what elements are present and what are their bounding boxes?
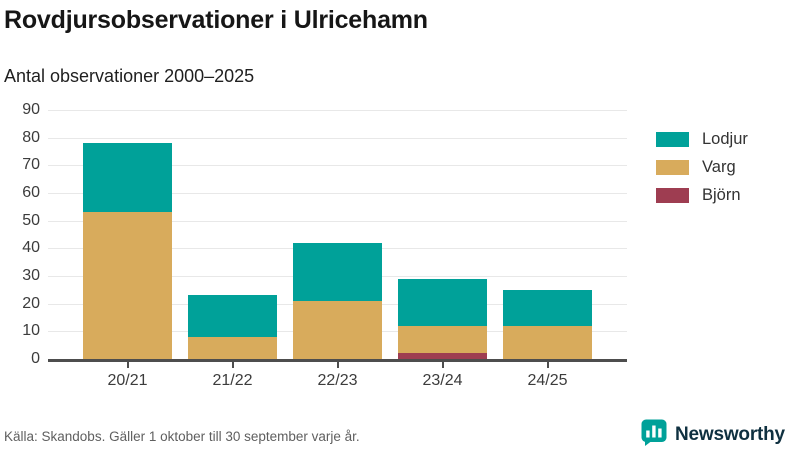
- legend-item-bjorn: Björn: [656, 184, 748, 206]
- bar-segment-lodjur-22/23[interactable]: [293, 242, 382, 301]
- legend-label: Varg: [702, 157, 736, 176]
- chart-legend: Lodjur Varg Björn: [656, 128, 748, 212]
- bar-segment-lodjur-24/25[interactable]: [503, 289, 592, 326]
- x-axis-tick: [126, 361, 129, 368]
- legend-item-varg: Varg: [656, 156, 748, 178]
- y-axis-tick-label: 90: [22, 101, 40, 118]
- newsworthy-wordmark: Newsworthy: [675, 424, 785, 445]
- legend-item-lodjur: Lodjur: [656, 128, 748, 150]
- legend-swatch-varg: [656, 159, 689, 175]
- x-axis-category-label: 24/25: [527, 372, 568, 389]
- legend-label: Lodjur: [702, 129, 748, 148]
- x-axis-tick: [441, 361, 444, 368]
- bar-segment-lodjur-23/24[interactable]: [398, 278, 487, 326]
- y-axis-tick-label: 30: [22, 267, 40, 284]
- y-axis-tick-label: 80: [22, 128, 40, 146]
- x-axis-tick: [231, 361, 234, 368]
- bar-segment-varg-20/21[interactable]: [83, 212, 172, 359]
- gridline-y-90: [48, 110, 627, 111]
- page-title: Rovdjursobservationer i Ulricehamn: [4, 6, 428, 34]
- x-axis-tick: [546, 361, 549, 368]
- y-axis-tick-label: 10: [22, 322, 40, 340]
- newsworthy-logo[interactable]: Newsworthy: [641, 419, 785, 450]
- x-axis-line: [48, 358, 627, 362]
- x-axis-category-label: 21/22: [212, 372, 253, 389]
- gridline-y-50: [48, 220, 627, 222]
- y-axis-tick-label: 40: [22, 239, 40, 257]
- x-axis-category-label: 23/24: [422, 372, 463, 389]
- y-axis-tick-label: 50: [22, 211, 40, 229]
- source-note: Källa: Skandobs. Gäller 1 oktober till 3…: [4, 429, 360, 444]
- gridline-y-80: [48, 137, 627, 139]
- bar-segment-björn-23/24[interactable]: [398, 353, 487, 359]
- x-axis-tick: [336, 361, 339, 368]
- bar-segment-varg-23/24[interactable]: [398, 325, 487, 354]
- x-axis-category-label: 20/21: [107, 372, 148, 389]
- y-axis-tick-label: 60: [22, 184, 40, 201]
- bar-segment-varg-21/22[interactable]: [188, 336, 277, 359]
- chart-subtitle: Antal observationer 2000–2025: [4, 66, 255, 86]
- gridline-y-70: [48, 165, 627, 167]
- y-axis-tick-label: 20: [22, 294, 40, 312]
- legend-label: Björn: [702, 185, 741, 204]
- gridline-y-60: [48, 193, 627, 194]
- legend-swatch-bjorn: [656, 187, 689, 203]
- x-axis-category-label: 22/23: [317, 372, 358, 389]
- newsworthy-logo-icon: [641, 419, 675, 450]
- bar-segment-varg-22/23[interactable]: [293, 300, 382, 359]
- bar-segment-lodjur-20/21[interactable]: [83, 143, 172, 213]
- legend-swatch-lodjur: [656, 131, 689, 147]
- bar-segment-varg-24/25[interactable]: [503, 325, 592, 359]
- y-axis-tick-label: 0: [31, 350, 40, 367]
- bar-segment-lodjur-21/22[interactable]: [188, 295, 277, 337]
- y-axis-tick-label: 70: [22, 156, 40, 174]
